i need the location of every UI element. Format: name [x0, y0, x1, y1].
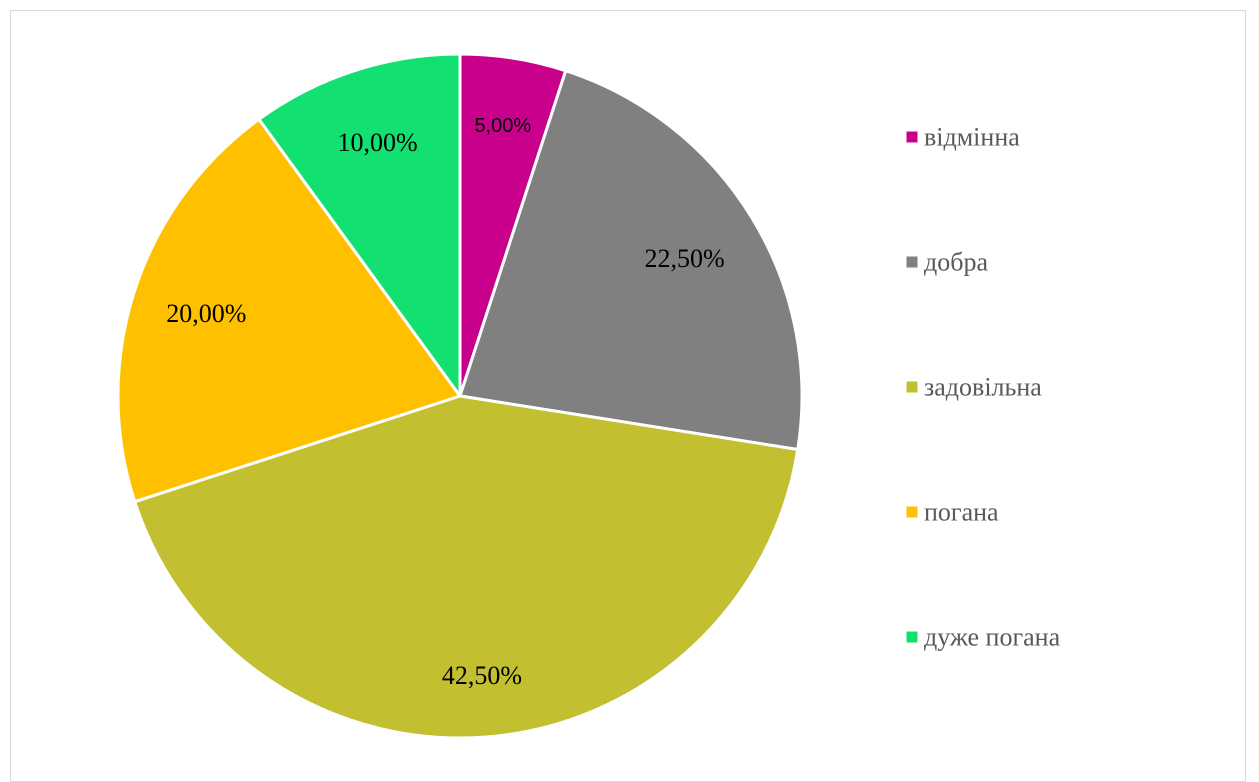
legend-swatch-5 [906, 631, 918, 643]
legend-item-5: дуже погана [906, 623, 1061, 652]
legend-label-2: добра [924, 248, 988, 277]
data-label-4: 20,00% [166, 299, 246, 328]
pie-data-labels: 5,00% 22,50% 42,50% 20,00% 10,00% [166, 115, 724, 690]
legend-label-4: погана [924, 498, 999, 527]
legend-swatch-4 [906, 506, 918, 518]
legend-swatch-2 [906, 256, 918, 268]
legend-item-2: добра [906, 248, 988, 277]
pie-slices [116, 52, 804, 740]
legend-item-4: погана [906, 498, 999, 527]
data-label-1: 5,00% [474, 115, 531, 137]
legend-item-1: відмінна [906, 123, 1020, 152]
pie-slice-4 [116, 117, 462, 504]
data-label-2: 22,50% [644, 244, 724, 273]
pie-slice-2 [458, 69, 804, 452]
legend-label-1: відмінна [924, 123, 1020, 152]
legend: відмінна добра задовільна погана дуже погана [906, 123, 1061, 652]
legend-item-3: задовільна [906, 373, 1042, 402]
legend-swatch-3 [906, 381, 918, 393]
legend-label-5: дуже погана [924, 623, 1061, 652]
data-label-3: 42,50% [442, 661, 522, 690]
pie-slice-5 [257, 52, 462, 398]
legend-label-3: задовільна [924, 373, 1042, 402]
data-label-5: 10,00% [337, 128, 417, 157]
legend-swatch-1 [906, 131, 918, 143]
pie-slice-3 [133, 394, 800, 740]
